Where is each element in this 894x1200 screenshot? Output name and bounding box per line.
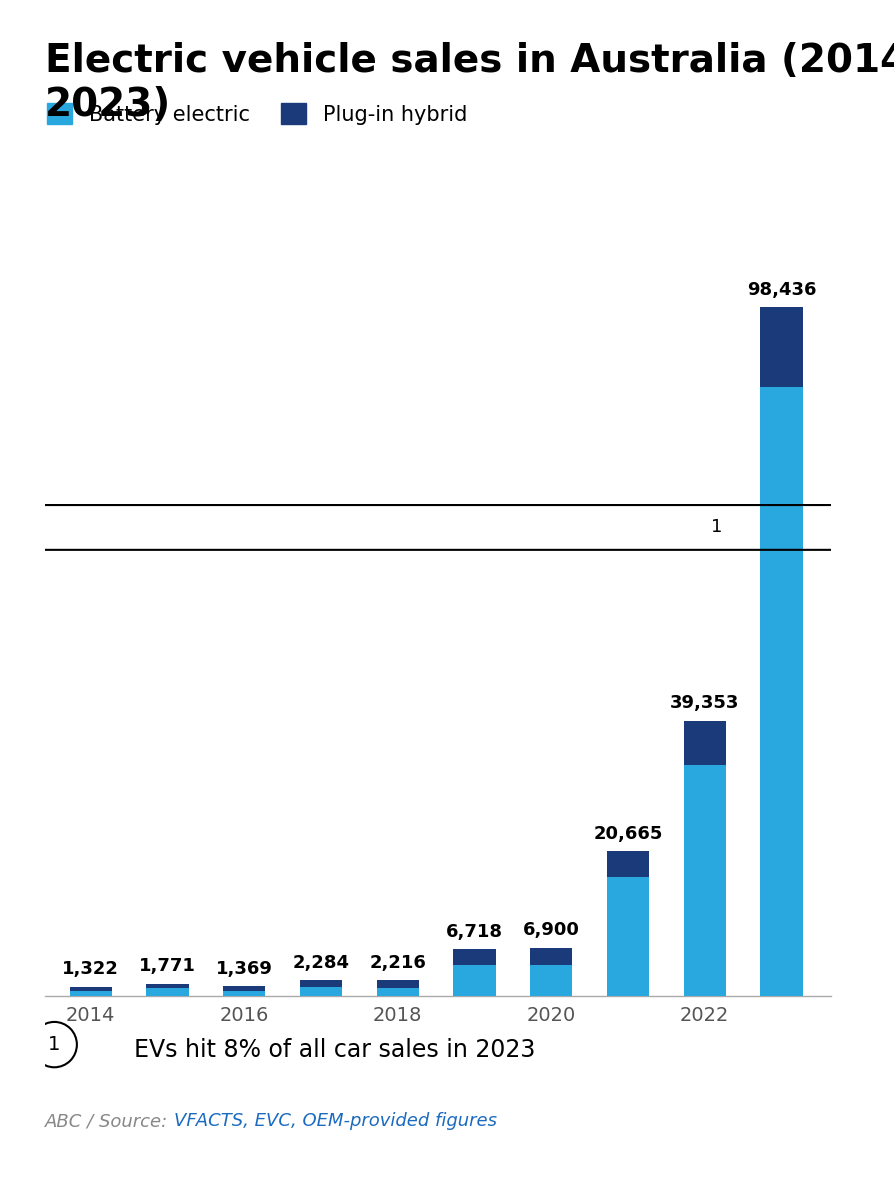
Bar	[147, 984, 189, 989]
Text: 1,322: 1,322	[63, 960, 119, 978]
Bar	[224, 986, 266, 991]
Text: 1: 1	[48, 1036, 61, 1054]
Text: Electric vehicle sales in Australia (2014-
2023): Electric vehicle sales in Australia (201…	[45, 42, 894, 124]
Bar	[684, 720, 726, 766]
Bar	[376, 989, 419, 996]
Text: 1,771: 1,771	[139, 958, 196, 976]
Bar	[70, 991, 112, 996]
Bar	[453, 965, 495, 996]
Bar	[761, 307, 803, 386]
Legend: Battery electric, Plug-in hybrid: Battery electric, Plug-in hybrid	[47, 103, 468, 125]
Bar	[530, 948, 572, 965]
Bar	[299, 986, 342, 996]
Bar	[70, 986, 112, 991]
Text: 1: 1	[711, 518, 722, 536]
Bar	[684, 766, 726, 996]
Text: 98,436: 98,436	[746, 281, 816, 299]
Text: EVs hit 8% of all car sales in 2023: EVs hit 8% of all car sales in 2023	[134, 1038, 536, 1062]
Bar	[453, 949, 495, 965]
Text: ABC / Source:: ABC / Source:	[45, 1112, 168, 1130]
Bar	[299, 980, 342, 986]
Bar	[224, 991, 266, 996]
Text: 39,353: 39,353	[670, 694, 739, 712]
Bar	[147, 989, 189, 996]
Bar	[376, 980, 419, 989]
Bar	[607, 851, 649, 877]
Text: 20,665: 20,665	[594, 824, 662, 842]
Bar	[761, 386, 803, 996]
Text: 2,284: 2,284	[292, 954, 350, 972]
Bar	[530, 965, 572, 996]
Text: 2,216: 2,216	[369, 954, 426, 972]
Text: 1,369: 1,369	[215, 960, 273, 978]
Bar	[607, 877, 649, 996]
Text: 6,718: 6,718	[446, 923, 503, 941]
Text: 6,900: 6,900	[523, 922, 579, 940]
Text: VFACTS, EVC, OEM-provided figures: VFACTS, EVC, OEM-provided figures	[174, 1112, 497, 1130]
